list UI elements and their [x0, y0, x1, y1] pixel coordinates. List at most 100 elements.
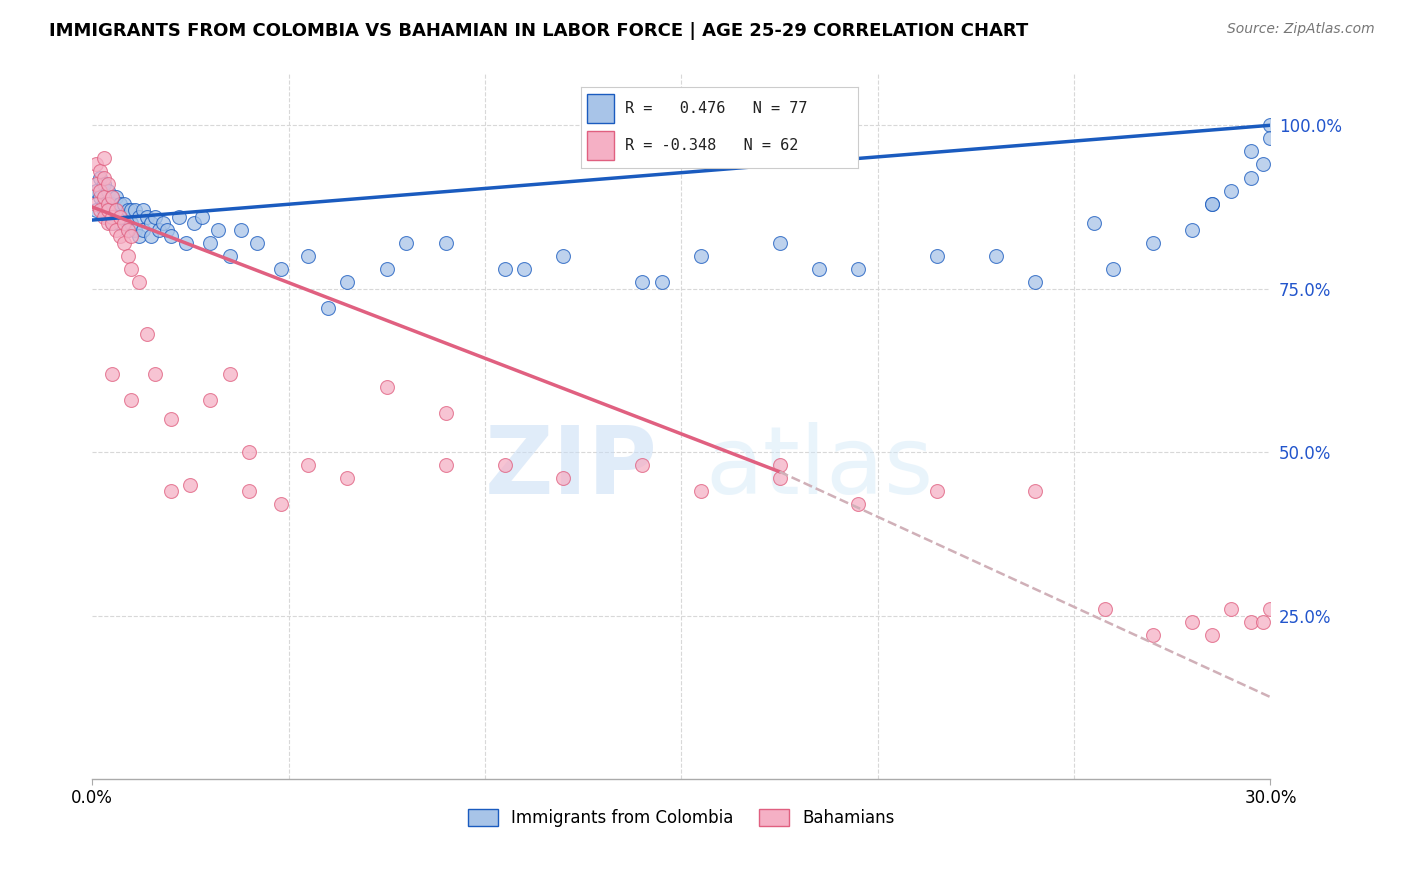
Point — [132, 203, 155, 218]
Point — [1260, 118, 1282, 132]
Point — [984, 249, 1007, 263]
Point — [143, 367, 166, 381]
Point — [768, 235, 790, 250]
Point — [97, 177, 120, 191]
Point — [167, 210, 190, 224]
Point — [159, 229, 181, 244]
Point — [104, 203, 127, 218]
Point — [1201, 628, 1223, 642]
Point — [104, 190, 127, 204]
Point — [1220, 184, 1243, 198]
Point — [846, 497, 869, 511]
Point — [112, 216, 135, 230]
Point — [207, 223, 229, 237]
Point — [159, 412, 181, 426]
Point — [101, 216, 124, 230]
Point — [316, 301, 339, 316]
Point — [108, 229, 131, 244]
Point — [128, 275, 150, 289]
Point — [101, 210, 124, 224]
Point — [768, 458, 790, 472]
Point — [93, 190, 115, 204]
Point — [690, 484, 713, 499]
Point — [136, 327, 159, 342]
Point — [97, 203, 120, 218]
Point — [631, 275, 654, 289]
Point — [120, 262, 142, 277]
Point — [553, 471, 575, 485]
Point — [120, 392, 142, 407]
Text: ZIP: ZIP — [485, 422, 658, 515]
Point — [108, 196, 131, 211]
Point — [148, 223, 170, 237]
Point — [218, 249, 240, 263]
Point — [395, 235, 418, 250]
Point — [1024, 484, 1046, 499]
Point — [270, 262, 292, 277]
Point — [108, 216, 131, 230]
Point — [375, 380, 398, 394]
Point — [120, 216, 142, 230]
Point — [152, 216, 174, 230]
Point — [117, 249, 139, 263]
Point — [246, 235, 269, 250]
Point — [513, 262, 536, 277]
Point — [112, 210, 135, 224]
Point — [846, 262, 869, 277]
Point — [434, 458, 457, 472]
Text: Source: ZipAtlas.com: Source: ZipAtlas.com — [1227, 22, 1375, 37]
Point — [84, 184, 107, 198]
Point — [1251, 157, 1274, 171]
Point — [104, 203, 127, 218]
Point — [1083, 216, 1105, 230]
Point — [124, 203, 146, 218]
Point — [631, 458, 654, 472]
Point — [231, 223, 253, 237]
Point — [1181, 615, 1204, 629]
Text: IMMIGRANTS FROM COLOMBIA VS BAHAMIAN IN LABOR FORCE | AGE 25-29 CORRELATION CHAR: IMMIGRANTS FROM COLOMBIA VS BAHAMIAN IN … — [49, 22, 1028, 40]
Point — [1240, 145, 1263, 159]
Point — [89, 203, 111, 218]
Point — [1094, 602, 1116, 616]
Point — [101, 367, 124, 381]
Point — [179, 477, 201, 491]
Point — [494, 458, 516, 472]
Point — [156, 223, 179, 237]
Point — [1142, 628, 1164, 642]
Point — [84, 203, 107, 218]
Point — [434, 406, 457, 420]
Point — [1251, 615, 1274, 629]
Point — [128, 229, 150, 244]
Point — [1240, 615, 1263, 629]
Point — [112, 196, 135, 211]
Point — [93, 203, 115, 218]
Point — [1240, 170, 1263, 185]
Point — [101, 190, 124, 204]
Point — [1201, 196, 1223, 211]
Point — [132, 223, 155, 237]
Point — [101, 216, 124, 230]
Point — [93, 151, 115, 165]
Point — [117, 203, 139, 218]
Point — [89, 164, 111, 178]
Point — [139, 216, 162, 230]
Point — [93, 170, 115, 185]
Point — [112, 235, 135, 250]
Point — [136, 210, 159, 224]
Text: atlas: atlas — [704, 422, 934, 515]
Point — [97, 203, 120, 218]
Point — [690, 249, 713, 263]
Point — [93, 196, 115, 211]
Point — [93, 210, 115, 224]
Point — [89, 190, 111, 204]
Point — [176, 235, 198, 250]
Point — [297, 458, 319, 472]
Point — [101, 196, 124, 211]
Point — [434, 235, 457, 250]
Point — [104, 223, 127, 237]
Point — [97, 184, 120, 198]
Point — [1024, 275, 1046, 289]
Point — [1102, 262, 1125, 277]
Point — [218, 367, 240, 381]
Point — [84, 196, 107, 211]
